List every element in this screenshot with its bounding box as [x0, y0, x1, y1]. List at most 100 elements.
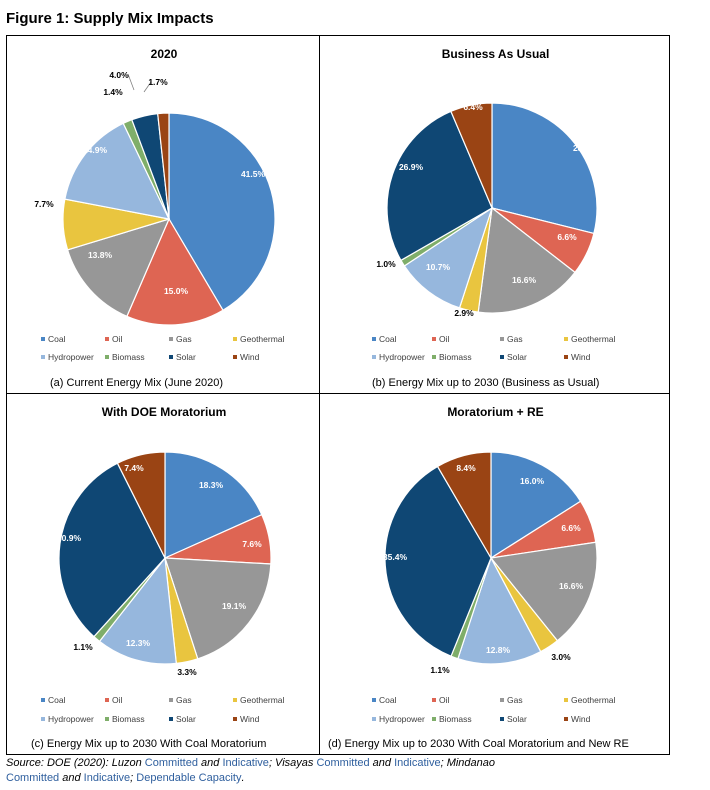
- pie-slice-oil: [126, 217, 224, 326]
- data-label-solar: 4.0%: [109, 70, 129, 80]
- legend-label-geothermal: Geothermal: [240, 695, 285, 705]
- legend-label-wind: Wind: [240, 352, 260, 362]
- legend-label-coal: Coal: [379, 695, 397, 705]
- data-label-biomass: 1.1%: [73, 642, 93, 652]
- legend-label-gas: Gas: [176, 334, 192, 344]
- legend-swatch-wind: [233, 355, 237, 359]
- data-label-solar: 35.4%: [383, 552, 408, 562]
- legend-label-geothermal: Geothermal: [240, 334, 285, 344]
- legend-label-wind: Wind: [571, 714, 591, 724]
- legend-swatch-wind: [564, 355, 568, 359]
- legend-swatch-solar: [500, 717, 504, 721]
- data-label-oil: 6.6%: [561, 523, 581, 533]
- chart-panel-2020: 2020 41.5% 15.0% 13.8% 7.7% 14.9% 1.4% 4.0% 1.7%…: [6, 35, 320, 394]
- data-label-geothermal: 3.0%: [551, 652, 571, 662]
- legend-swatch-oil: [105, 337, 109, 341]
- data-label-geothermal: 2.9%: [454, 308, 474, 318]
- pie-chart-svg: Business As Usual 28.9% 6.6% 16.6% 2.9% 10.7%…: [372, 47, 616, 362]
- legend-swatch-biomass: [105, 717, 109, 721]
- source-and-2: and: [369, 757, 395, 769]
- legend-label-solar: Solar: [176, 352, 196, 362]
- legend-swatch-wind: [564, 717, 568, 721]
- chart-title: Business As Usual: [442, 47, 550, 61]
- legend-label-biomass: Biomass: [112, 714, 145, 724]
- data-label-wind: 1.7%: [148, 77, 168, 87]
- legend-swatch-oil: [432, 337, 436, 341]
- legend-swatch-wind: [233, 717, 237, 721]
- pie-slice-gas: [477, 206, 576, 314]
- data-label-gas: 13.8%: [88, 250, 113, 260]
- source-sep: ;: [130, 772, 137, 784]
- legend-label-hydropower: Hydropower: [379, 714, 425, 724]
- legend-swatch-geothermal: [564, 337, 568, 341]
- legend-swatch-geothermal: [233, 337, 237, 341]
- legend-label-oil: Oil: [439, 695, 450, 705]
- legend-label-solar: Solar: [507, 352, 527, 362]
- legend-swatch-geothermal: [233, 698, 237, 702]
- pie-slice-hydropower: [64, 122, 171, 220]
- legend-swatch-hydropower: [372, 355, 376, 359]
- legend-swatch-gas: [169, 337, 173, 341]
- pie-slice-coal: [490, 451, 582, 560]
- source-mindanao-committed: Committed: [6, 772, 60, 784]
- legend-label-oil: Oil: [439, 334, 450, 344]
- legend-swatch-coal: [41, 337, 45, 341]
- pie-slice-wind: [116, 451, 166, 559]
- pie-slice-hydropower: [403, 206, 494, 309]
- legend-label-wind: Wind: [571, 352, 591, 362]
- data-label-oil: 15.0%: [164, 286, 189, 296]
- data-label-gas: 16.6%: [512, 275, 537, 285]
- chart-title: With DOE Moratorium: [102, 405, 227, 419]
- legend-swatch-biomass: [432, 355, 436, 359]
- source-prefix: Source: DOE (2020): Luzon: [6, 757, 145, 769]
- pie-slice-wind: [436, 451, 492, 561]
- legend-label-gas: Gas: [507, 695, 523, 705]
- legend-label-hydropower: Hydropower: [48, 352, 94, 362]
- data-label-hydropower: 12.3%: [126, 638, 151, 648]
- legend-swatch-solar: [169, 355, 173, 359]
- chart-title: 2020: [151, 47, 178, 61]
- figure-title: Figure 1: Supply Mix Impacts: [6, 10, 214, 27]
- legend-swatch-coal: [41, 698, 45, 702]
- legend-swatch-oil: [105, 698, 109, 702]
- source-and-1: and: [197, 757, 223, 769]
- data-label-geothermal: 3.3%: [177, 667, 197, 677]
- data-label-wind: 7.4%: [124, 463, 144, 473]
- source-luzon-committed: Committed: [144, 757, 198, 769]
- chart-panel-moratorium-re: Moratorium + RE 16.0% 6.6% 16.6% 3.0% 12.8% 1.…: [319, 393, 670, 755]
- data-label-wind: 8.4%: [456, 463, 476, 473]
- pie-slice-coal: [491, 102, 598, 235]
- legend-swatch-biomass: [105, 355, 109, 359]
- pie-slice-wind: [157, 112, 170, 220]
- source-visayas: ; Visayas: [268, 757, 317, 769]
- data-label-solar: 26.9%: [399, 162, 424, 172]
- source-visayas-indicative: Indicative: [394, 757, 441, 769]
- data-label-gas: 19.1%: [222, 601, 247, 611]
- source-end: .: [241, 772, 245, 784]
- legend-swatch-gas: [169, 698, 173, 702]
- legend-label-solar: Solar: [507, 714, 527, 724]
- pie-chart-svg: With DOE Moratorium 18.3% 7.6% 19.1% 3.3% 12.…: [41, 405, 285, 724]
- data-label-oil: 6.6%: [557, 232, 577, 242]
- legend-label-oil: Oil: [112, 334, 123, 344]
- source-mindanao: ; Mindanao: [440, 757, 496, 769]
- pie-slice-gas: [489, 541, 598, 642]
- pie-slice-gas: [66, 218, 171, 318]
- legend-label-hydropower: Hydropower: [48, 714, 94, 724]
- legend-swatch-oil: [432, 698, 436, 702]
- legend-label-hydropower: Hydropower: [379, 352, 425, 362]
- legend-swatch-hydropower: [372, 717, 376, 721]
- data-label-coal: 41.5%: [241, 169, 266, 179]
- source-and-3: and: [59, 772, 84, 784]
- legend-swatch-biomass: [432, 717, 436, 721]
- data-label-biomass: 1.0%: [376, 259, 396, 269]
- chart-panel-business-as-usual: Business As Usual 28.9% 6.6% 16.6% 2.9% 10.7%…: [319, 35, 670, 394]
- pie-slice-wind: [450, 102, 493, 209]
- data-label-wind: 6.4%: [463, 102, 483, 112]
- legend-label-biomass: Biomass: [439, 352, 472, 362]
- data-label-biomass: 1.1%: [430, 665, 450, 675]
- legend-swatch-coal: [372, 337, 376, 341]
- legend-swatch-gas: [500, 337, 504, 341]
- leader-line: [127, 73, 135, 91]
- pie-slice-hydropower: [457, 556, 542, 665]
